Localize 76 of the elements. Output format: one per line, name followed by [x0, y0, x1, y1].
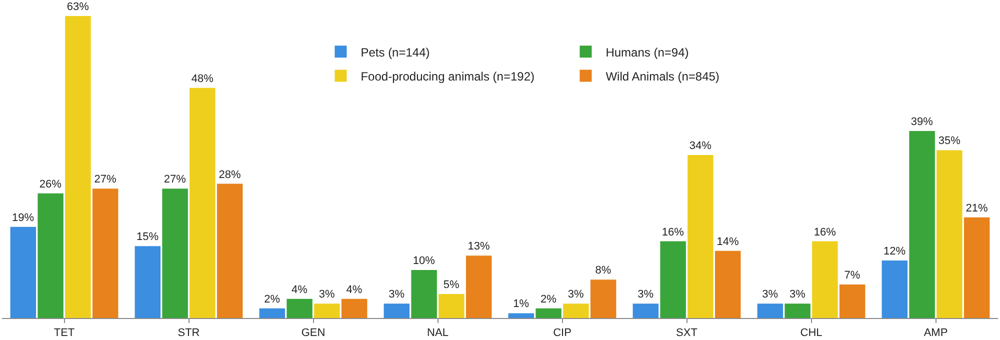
x-tick-label: STR	[178, 327, 200, 340]
bar	[936, 150, 962, 318]
data-label: 1%	[513, 298, 530, 310]
data-label: 27%	[164, 174, 186, 186]
data-label: 3%	[568, 288, 584, 301]
bar	[341, 298, 368, 318]
data-label: 3%	[318, 288, 336, 301]
data-label: 8%	[595, 264, 612, 277]
data-label: 39%	[910, 116, 934, 128]
bar	[92, 188, 118, 318]
bar	[812, 241, 838, 318]
bar	[839, 284, 866, 318]
data-label: 27%	[94, 174, 116, 186]
x-tick-label: NAL	[427, 327, 448, 340]
x-tick-label: CIP	[553, 327, 572, 340]
bar	[216, 184, 243, 318]
data-label: 12%	[884, 245, 906, 258]
bar	[162, 188, 188, 318]
bar	[134, 246, 161, 318]
data-label: 7%	[844, 269, 860, 282]
data-label: 3%	[638, 288, 654, 301]
bar	[590, 280, 616, 318]
bar	[660, 241, 686, 318]
legend-label: Food-producing animals (n=192)	[360, 69, 534, 84]
data-label: 48%	[191, 72, 214, 85]
legend-label: Pets (n=144)	[360, 45, 430, 60]
data-label: 16%	[662, 226, 684, 238]
bar	[314, 304, 340, 318]
bar	[259, 308, 286, 318]
data-label: 14%	[716, 236, 739, 248]
bar	[964, 217, 990, 318]
bar	[384, 304, 410, 318]
bar	[784, 304, 810, 318]
x-tick-label: AMP	[924, 327, 948, 340]
bar	[286, 298, 312, 318]
x-tick-label: TET	[54, 327, 75, 340]
x-tick-label: SXT	[676, 327, 698, 340]
bar	[688, 155, 714, 318]
data-label: 2%	[264, 293, 280, 306]
x-tick-label: GEN	[301, 327, 326, 340]
bar	[563, 304, 589, 318]
data-label: 35%	[938, 135, 961, 148]
bar	[536, 308, 562, 318]
data-label: 26%	[39, 178, 62, 190]
bar	[438, 294, 464, 318]
data-label: 3%	[388, 288, 405, 301]
bar	[909, 131, 935, 318]
bar	[466, 256, 492, 318]
data-label: 5%	[443, 279, 460, 292]
data-label: 63%	[66, 1, 90, 13]
bar	[411, 270, 437, 318]
data-label: 4%	[291, 284, 308, 296]
bar	[10, 226, 36, 318]
bar	[508, 313, 534, 318]
data-label: 2%	[540, 293, 557, 306]
bar	[632, 304, 659, 318]
bar	[65, 16, 91, 318]
bar	[882, 260, 908, 318]
data-label: 19%	[12, 212, 34, 224]
bar	[38, 193, 64, 318]
data-label: 3%	[789, 288, 806, 301]
data-label: 4%	[346, 284, 362, 296]
data-label: 3%	[762, 288, 778, 301]
data-label: 15%	[136, 231, 159, 244]
data-label: 28%	[218, 168, 241, 181]
legend-label: Humans (n=94)	[606, 45, 689, 60]
bar	[714, 250, 741, 318]
bar	[190, 88, 216, 318]
data-label: 13%	[468, 240, 490, 253]
x-tick-label: CHL	[800, 327, 822, 340]
data-label: 34%	[689, 140, 712, 152]
data-label: 21%	[966, 202, 988, 214]
legend-label: Wild Animals (n=845)	[606, 69, 720, 84]
data-label: 16%	[814, 226, 836, 238]
data-label: 10%	[412, 255, 436, 268]
bar	[757, 304, 784, 318]
